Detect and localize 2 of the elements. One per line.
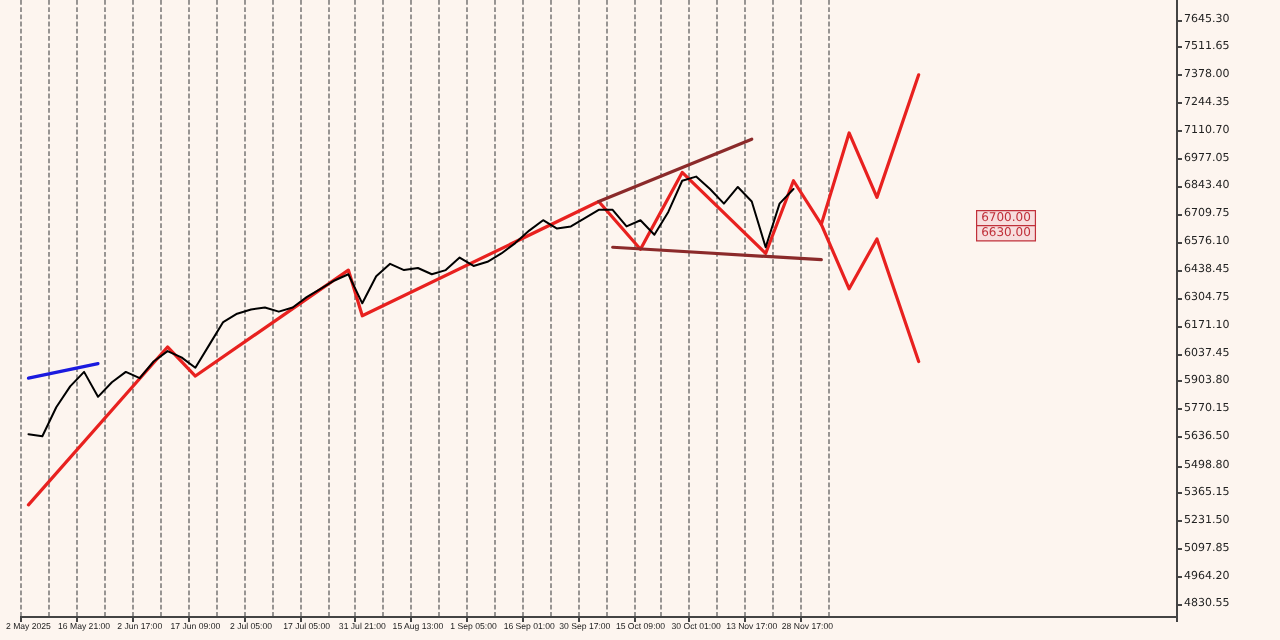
line-series (26, 73, 921, 507)
line-series (27, 175, 795, 438)
